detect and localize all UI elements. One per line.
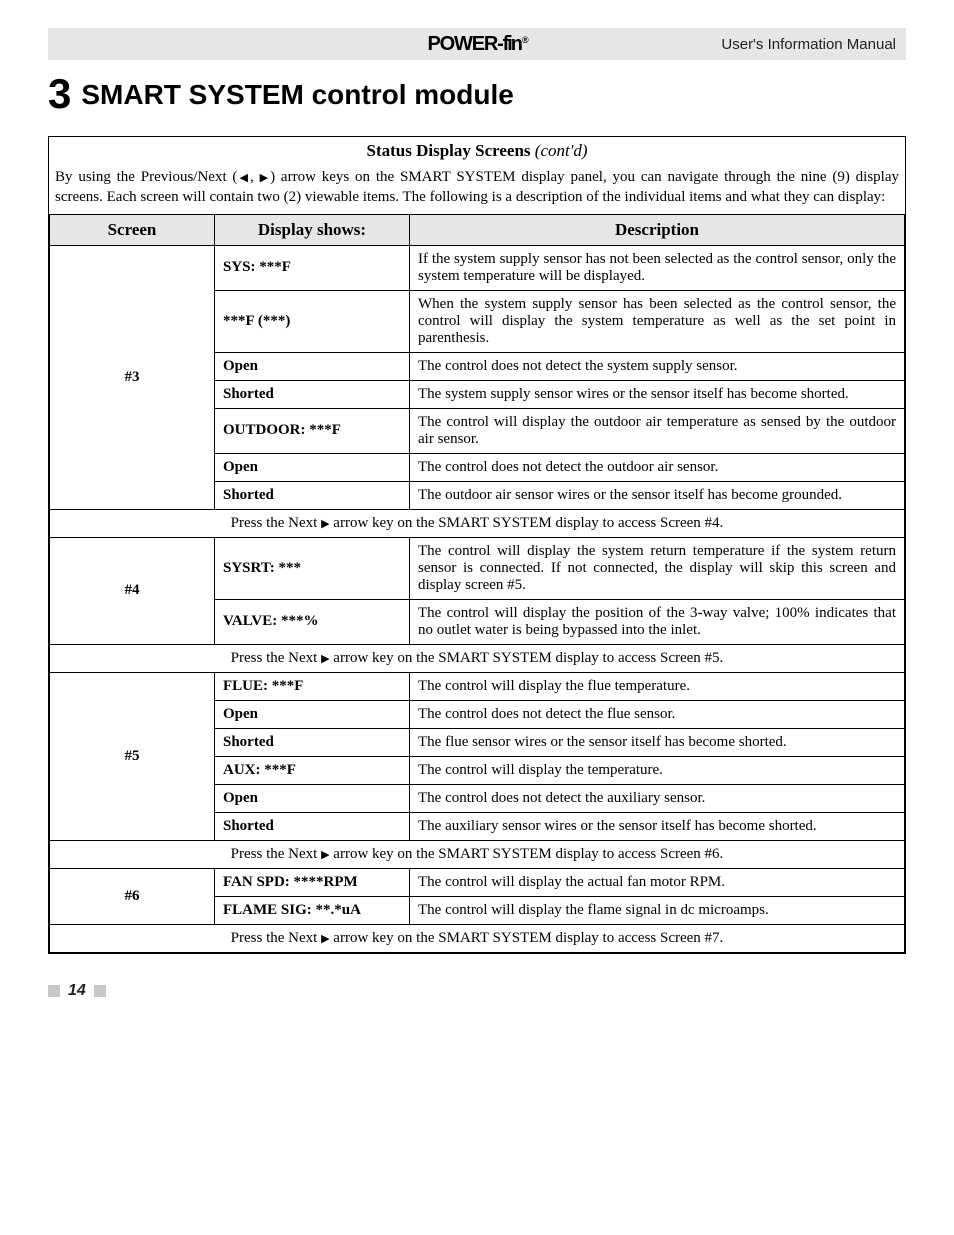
content-box: Status Display Screens (cont'd) By using… (48, 136, 906, 954)
table-body: #3SYS: ***FIf the system supply sensor h… (50, 245, 905, 952)
description-cell: The control will display the outdoor air… (410, 408, 905, 453)
display-cell: Shorted (215, 728, 410, 756)
nav-row: Press the Next ▶ arrow key on the SMART … (50, 644, 905, 672)
description-cell: The control will display the temperature… (410, 756, 905, 784)
description-cell: The flue sensor wires or the sensor itse… (410, 728, 905, 756)
description-cell: The system supply sensor wires or the se… (410, 380, 905, 408)
nav-instruction: Press the Next ▶ arrow key on the SMART … (50, 840, 905, 868)
description-cell: The control will display the flame signa… (410, 896, 905, 924)
screen-cell: #4 (50, 537, 215, 644)
screen-cell: #3 (50, 245, 215, 509)
section-number: 3 (48, 70, 71, 117)
screen-cell: #5 (50, 672, 215, 840)
nav-post: arrow key on the SMART SYSTEM display to… (330, 515, 724, 531)
description-cell: The control will display the actual fan … (410, 868, 905, 896)
display-cell: Shorted (215, 812, 410, 840)
description-cell: The control does not detect the system s… (410, 352, 905, 380)
status-contd: (cont'd) (535, 141, 588, 160)
brand-suffix: fin (503, 33, 521, 55)
brand-logo: POWER-fin® (428, 33, 527, 56)
th-screen: Screen (50, 214, 215, 245)
th-description: Description (410, 214, 905, 245)
screen-cell: #6 (50, 868, 215, 924)
page-number: 14 (68, 982, 86, 1000)
description-cell: The control will display the flue temper… (410, 672, 905, 700)
nav-row: Press the Next ▶ arrow key on the SMART … (50, 509, 905, 537)
nav-post: arrow key on the SMART SYSTEM display to… (330, 930, 724, 946)
nav-instruction: Press the Next ▶ arrow key on the SMART … (50, 924, 905, 952)
footer-square-icon (48, 985, 60, 997)
table-row: #3SYS: ***FIf the system supply sensor h… (50, 245, 905, 290)
right-arrow-icon: ▶ (321, 933, 329, 945)
nav-instruction: Press the Next ▶ arrow key on the SMART … (50, 644, 905, 672)
display-table: Screen Display shows: Description #3SYS:… (49, 214, 905, 953)
display-cell: Shorted (215, 380, 410, 408)
nav-row: Press the Next ▶ arrow key on the SMART … (50, 924, 905, 952)
nav-pre: Press the Next (231, 650, 321, 666)
display-cell: FAN SPD: ****RPM (215, 868, 410, 896)
page-header: POWER-fin® User's Information Manual (48, 28, 906, 60)
intro-comma: , (250, 169, 260, 185)
nav-pre: Press the Next (231, 846, 321, 862)
right-arrow-icon: ▶ (321, 849, 329, 861)
description-cell: The control will display the position of… (410, 599, 905, 644)
status-subheading: Status Display Screens (cont'd) (49, 137, 905, 165)
nav-post: arrow key on the SMART SYSTEM display to… (330, 650, 724, 666)
nav-row: Press the Next ▶ arrow key on the SMART … (50, 840, 905, 868)
display-cell: OUTDOOR: ***F (215, 408, 410, 453)
description-cell: The outdoor air sensor wires or the sens… (410, 481, 905, 509)
right-arrow-icon: ▶ (321, 653, 329, 665)
display-cell: Open (215, 700, 410, 728)
display-cell: Open (215, 453, 410, 481)
right-arrow-icon: ▶ (321, 518, 329, 530)
intro-p1: By using the Previous/Next ( (55, 169, 237, 185)
display-cell: FLUE: ***F (215, 672, 410, 700)
display-cell: Open (215, 784, 410, 812)
brand-prefix: POWER- (428, 33, 503, 55)
section-title: SMART SYSTEM control module (81, 79, 513, 110)
table-header-row: Screen Display shows: Description (50, 214, 905, 245)
section-heading: 3 SMART SYSTEM control module (48, 70, 906, 118)
brand-mark: ® (522, 35, 527, 45)
description-cell: The control does not detect the flue sen… (410, 700, 905, 728)
description-cell: The control will display the system retu… (410, 537, 905, 599)
display-cell: Open (215, 352, 410, 380)
footer-square-icon (94, 985, 106, 997)
display-cell: AUX: ***F (215, 756, 410, 784)
nav-pre: Press the Next (231, 930, 321, 946)
th-display: Display shows: (215, 214, 410, 245)
display-cell: Shorted (215, 481, 410, 509)
display-cell: FLAME SIG: **.*uA (215, 896, 410, 924)
display-cell: SYS: ***F (215, 245, 410, 290)
document-page: POWER-fin® User's Information Manual 3 SM… (0, 0, 954, 1040)
nav-post: arrow key on the SMART SYSTEM display to… (330, 846, 724, 862)
left-arrow-icon: ◀ (237, 172, 250, 184)
page-footer: 14 (48, 982, 906, 1000)
intro-paragraph: By using the Previous/Next (◀, ▶) arrow … (49, 165, 905, 214)
description-cell: The control does not detect the auxiliar… (410, 784, 905, 812)
table-row: #4SYSRT: ***The control will display the… (50, 537, 905, 599)
status-main: Status Display Screens (366, 141, 530, 160)
manual-title: User's Information Manual (721, 36, 896, 53)
display-cell: SYSRT: *** (215, 537, 410, 599)
nav-pre: Press the Next (231, 515, 321, 531)
description-cell: When the system supply sensor has been s… (410, 290, 905, 352)
table-row: #6FAN SPD: ****RPMThe control will displ… (50, 868, 905, 896)
nav-instruction: Press the Next ▶ arrow key on the SMART … (50, 509, 905, 537)
description-cell: The control does not detect the outdoor … (410, 453, 905, 481)
description-cell: If the system supply sensor has not been… (410, 245, 905, 290)
description-cell: The auxiliary sensor wires or the sensor… (410, 812, 905, 840)
right-arrow-icon: ▶ (260, 172, 271, 184)
table-row: #5FLUE: ***FThe control will display the… (50, 672, 905, 700)
display-cell: ***F (***) (215, 290, 410, 352)
display-cell: VALVE: ***% (215, 599, 410, 644)
